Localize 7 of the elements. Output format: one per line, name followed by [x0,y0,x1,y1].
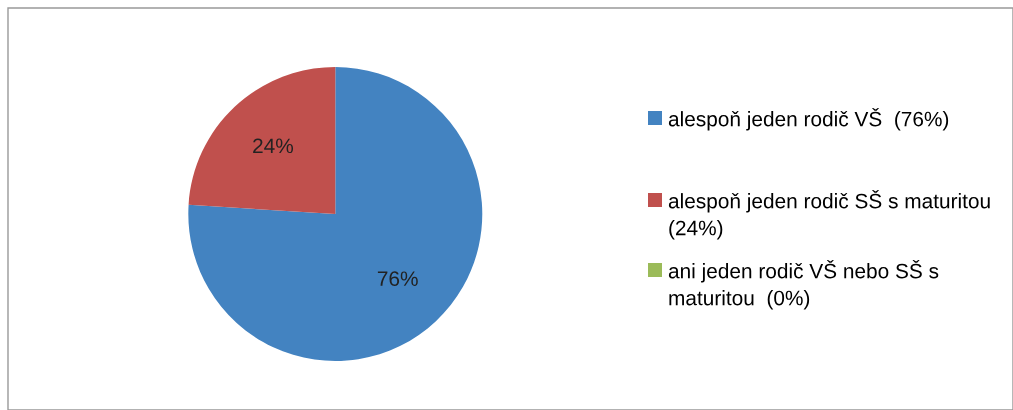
legend-label: ani jeden rodič VŠ nebo SŠ s maturitou (0%) [668,260,939,310]
legend-label: alespoň jeden rodič SŠ s maturitou (24%) [668,190,990,240]
legend-label: alespoň jeden rodič VŠ (76%) [668,108,949,131]
data-label: 24% [253,138,294,154]
pie-slice [188,67,336,215]
pie-slice [188,67,483,361]
data-label: 76% [377,271,418,287]
